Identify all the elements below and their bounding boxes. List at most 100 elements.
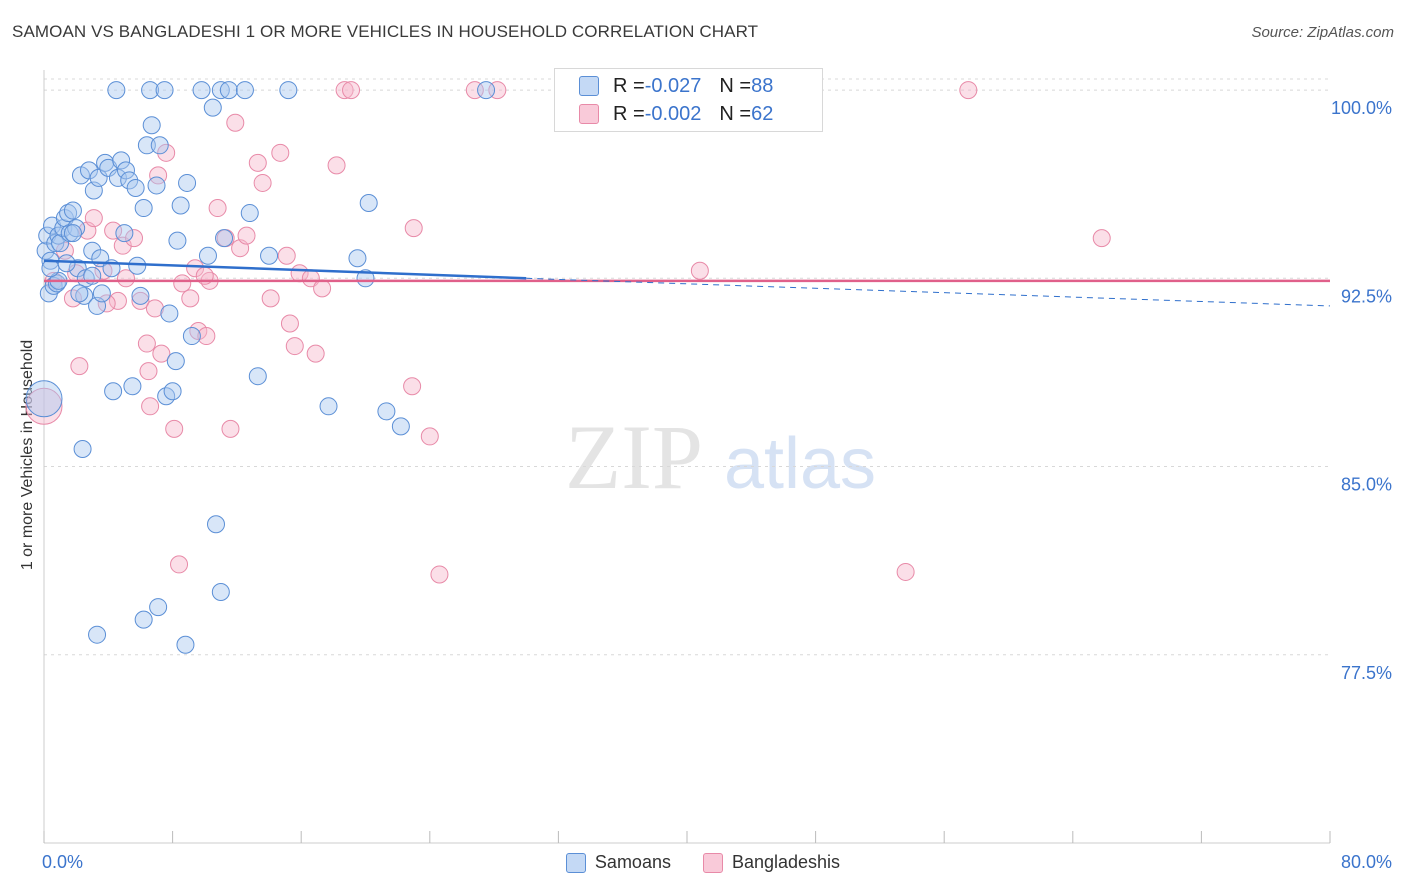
samoan-point (123, 377, 142, 396)
bangladeshi-point (186, 259, 205, 278)
bangladeshi-point (157, 143, 176, 162)
bangladeshi-point (84, 209, 103, 228)
bangladeshi-point (197, 327, 216, 346)
samoan-point (88, 625, 107, 644)
bangladeshi-swatch (579, 104, 599, 124)
r-label: R = (613, 102, 645, 125)
stats-legend: R = -0.027 N = 88 R = -0.002 N = 62 (554, 68, 823, 132)
bangladeshi-point (1092, 229, 1111, 248)
watermark-zip: ZIP (565, 406, 703, 508)
samoan-point (120, 171, 139, 190)
bangladeshi-point (145, 299, 164, 318)
legend-label-samoans: Samoans (594, 852, 671, 872)
bangladeshi-point (152, 344, 171, 363)
r-value: -0.002 (644, 102, 702, 125)
samoan-point (107, 81, 126, 100)
samoan-point (377, 402, 396, 421)
bangladeshi-point (327, 156, 346, 175)
samoan-point (73, 439, 92, 458)
samoan-point (260, 246, 279, 265)
bangladeshi-point (959, 81, 978, 100)
bangladeshi-point (280, 314, 299, 333)
samoan-point (75, 286, 94, 305)
samoan-point (25, 380, 63, 418)
bangladeshi-point (181, 289, 200, 308)
bangladeshi-point (313, 279, 332, 298)
bangladeshi-point (420, 427, 439, 446)
samoan-trend-line (43, 259, 527, 280)
samoan-point (80, 161, 99, 180)
bangladeshi-point (306, 344, 325, 363)
samoan-point (128, 256, 147, 275)
n-label: N = (719, 74, 752, 97)
samoan-point (160, 304, 179, 323)
n-label: N = (719, 102, 752, 125)
legend-item-bangladeshis[interactable]: Bangladeshis (702, 852, 841, 873)
samoan-point (279, 81, 298, 100)
x-tick-min: 0.0% (42, 852, 84, 872)
bangladeshi-point (104, 221, 123, 240)
y-tick-label: 77.5% (1341, 663, 1392, 683)
samoan-point (219, 81, 238, 100)
samoan-point (115, 224, 134, 243)
samoan-point (178, 173, 197, 192)
samoan-point (112, 151, 131, 170)
bangladeshi-point (237, 226, 256, 245)
bangladeshi-point (108, 291, 127, 310)
source-label: Source: ZipAtlas.com (1251, 24, 1394, 41)
bangladeshi-point (271, 143, 290, 162)
gridlines (44, 78, 1330, 656)
samoan-point (134, 199, 153, 218)
y-tick-label: 100.0% (1331, 98, 1392, 118)
samoan-point (126, 178, 145, 197)
r-label: R = (613, 74, 645, 97)
samoan-point (70, 284, 89, 303)
samoan-point (391, 417, 410, 436)
samoan-point (356, 269, 375, 288)
samoan-point (176, 635, 195, 654)
samoan-point (171, 196, 190, 215)
legend-label-bangladeshis: Bangladeshis (731, 852, 841, 872)
samoan-point (116, 161, 135, 180)
bangladeshi-point (208, 199, 227, 218)
bangladeshi-point (403, 377, 422, 396)
r-value: -0.027 (644, 74, 702, 97)
samoan-point (192, 81, 211, 100)
bangladeshi-point (165, 419, 184, 438)
watermark-atlas: atlas (724, 424, 876, 504)
samoan-points (25, 81, 496, 654)
samoan-point (51, 234, 70, 253)
samoan-point (359, 194, 378, 213)
samoan-point (166, 352, 185, 371)
bangladeshi-point (285, 337, 304, 356)
y-tick-label: 85.0% (1341, 475, 1392, 495)
legend-item-samoans[interactable]: Samoans (565, 852, 671, 873)
samoan-point (203, 98, 222, 117)
y-tick-labels: 77.5% 85.0% 92.5% 100.0% (1331, 98, 1392, 683)
samoan-point (207, 515, 226, 534)
samoan-point (348, 249, 367, 268)
samoan-point (63, 201, 82, 220)
bangladeshi-point (70, 357, 89, 376)
samoan-point (92, 284, 111, 303)
bangladeshi-point (125, 229, 144, 248)
samoan-point (155, 81, 174, 100)
bangladeshi-point (690, 261, 709, 280)
samoan-point (168, 231, 187, 250)
bangladeshi-point (253, 173, 272, 192)
samoan-point (63, 224, 82, 243)
series-legend: Samoans Bangladeshis (0, 852, 1406, 873)
bangladeshi-point (226, 113, 245, 132)
samoan-point (235, 81, 254, 100)
bangladeshi-point (430, 565, 449, 584)
samoan-point (104, 382, 123, 401)
bangladeshi-point (404, 219, 423, 238)
bangladeshi-swatch (702, 852, 723, 873)
legend-row-samoans: R = -0.027 N = 88 (579, 73, 773, 99)
samoan-point (141, 81, 160, 100)
legend-row-bangladeshis: R = -0.002 N = 62 (579, 101, 773, 127)
samoan-point (163, 382, 182, 401)
bangladeshi-point (137, 334, 156, 353)
bangladeshi-point (141, 397, 160, 416)
